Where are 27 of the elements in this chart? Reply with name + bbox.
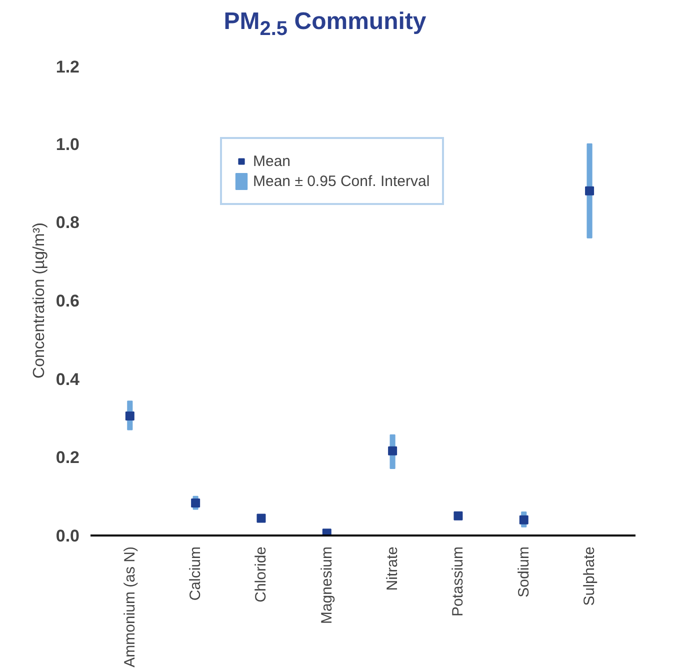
x-tick-label: Magnesium: [318, 546, 336, 624]
point: [519, 515, 528, 524]
x-tick-label: Nitrate: [384, 546, 402, 591]
legend-label: Mean: [253, 152, 291, 170]
y-axis-title: Concentration (µg/m³): [30, 222, 48, 378]
x-tick-label: Sulphate: [581, 546, 598, 606]
point: [256, 514, 266, 523]
y-tick-label: 0.6: [56, 292, 80, 310]
x-tick-label: Calcium: [187, 546, 204, 601]
legend-label: Mean ± 0.95 Conf. Interval: [253, 172, 430, 190]
point: [191, 498, 200, 508]
y-tick-label: 1.2: [56, 58, 80, 76]
x-tick-label: Potassium: [450, 546, 467, 617]
point: [454, 511, 463, 520]
y-tick-label: 0.2: [56, 448, 80, 468]
bar: [586, 143, 592, 238]
chart-title: PM$_{2.5}$ Community: [222, 7, 428, 42]
y-tick-label: 1.0: [56, 134, 80, 154]
y-tick-label: 0.4: [56, 370, 80, 389]
point: [585, 186, 594, 196]
y-tick-label: 0.0: [56, 526, 80, 546]
x-tick-label: Chloride: [252, 546, 270, 602]
y-tick-label: 0.8: [56, 213, 80, 232]
x-tick-label: Sodium: [515, 546, 532, 598]
point: [388, 446, 398, 456]
point: [125, 412, 134, 421]
x-tick-label: Ammonium (as N): [121, 546, 138, 668]
